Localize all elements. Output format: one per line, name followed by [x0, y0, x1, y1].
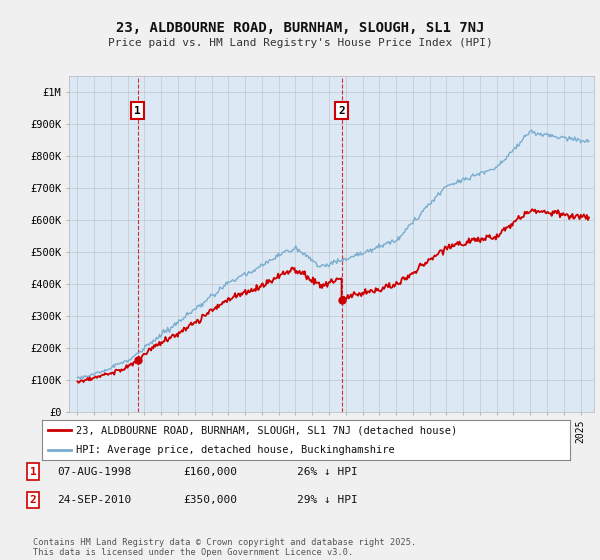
- Text: 23, ALDBOURNE ROAD, BURNHAM, SLOUGH, SL1 7NJ: 23, ALDBOURNE ROAD, BURNHAM, SLOUGH, SL1…: [116, 21, 484, 35]
- Text: 24-SEP-2010: 24-SEP-2010: [57, 495, 131, 505]
- Text: Price paid vs. HM Land Registry's House Price Index (HPI): Price paid vs. HM Land Registry's House …: [107, 38, 493, 48]
- Text: 1: 1: [134, 106, 141, 116]
- Text: 23, ALDBOURNE ROAD, BURNHAM, SLOUGH, SL1 7NJ (detached house): 23, ALDBOURNE ROAD, BURNHAM, SLOUGH, SL1…: [76, 425, 458, 435]
- Text: HPI: Average price, detached house, Buckinghamshire: HPI: Average price, detached house, Buck…: [76, 445, 395, 455]
- Text: 07-AUG-1998: 07-AUG-1998: [57, 466, 131, 477]
- Text: 2: 2: [338, 106, 345, 116]
- Text: £350,000: £350,000: [183, 495, 237, 505]
- Text: 26% ↓ HPI: 26% ↓ HPI: [297, 466, 358, 477]
- Text: 29% ↓ HPI: 29% ↓ HPI: [297, 495, 358, 505]
- Text: £160,000: £160,000: [183, 466, 237, 477]
- Text: Contains HM Land Registry data © Crown copyright and database right 2025.
This d: Contains HM Land Registry data © Crown c…: [33, 538, 416, 557]
- Text: 1: 1: [29, 466, 37, 477]
- Text: 2: 2: [29, 495, 37, 505]
